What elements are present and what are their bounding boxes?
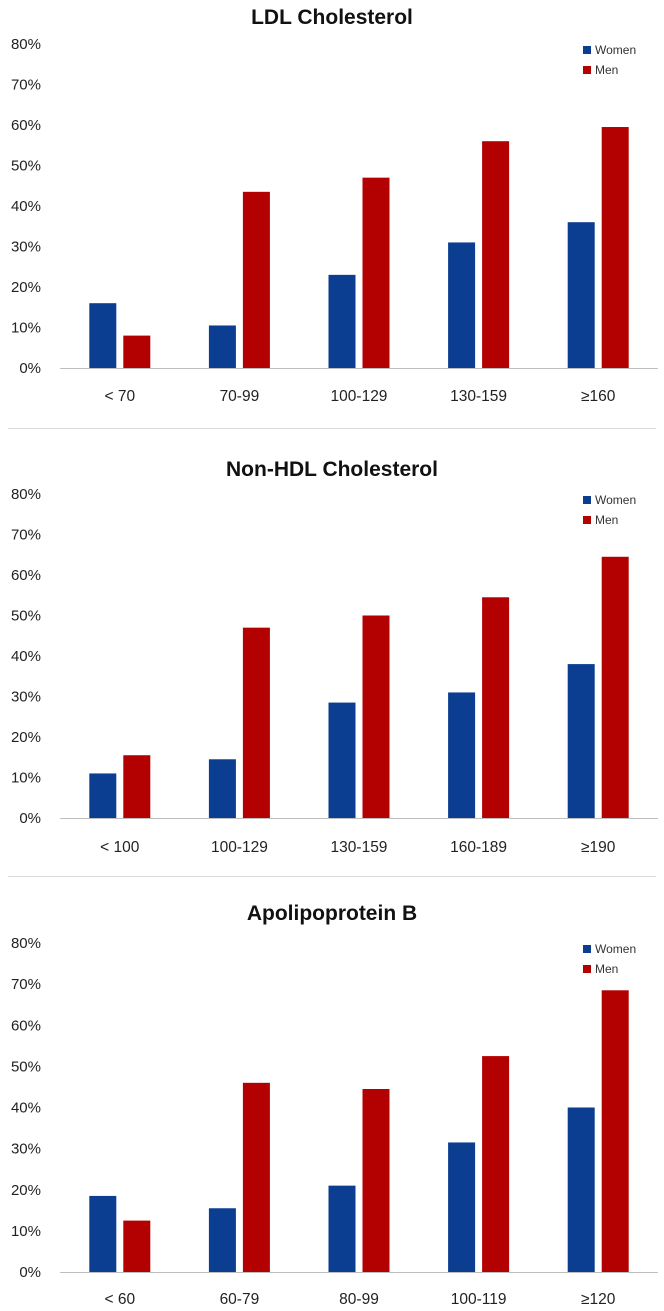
bar-men — [362, 177, 390, 368]
legend-label-men: Men — [595, 513, 618, 527]
bar-men — [123, 755, 151, 818]
panel-divider — [8, 428, 656, 429]
bar-men — [242, 627, 270, 818]
x-category-label: 100-119 — [451, 1291, 507, 1308]
bar-men — [482, 1056, 510, 1272]
bar-women — [89, 303, 117, 368]
x-category-label: < 100 — [100, 839, 140, 856]
chart-title: LDL Cholesterol — [251, 6, 413, 29]
y-tick-label: 40% — [11, 198, 41, 215]
legend-label-women: Women — [595, 942, 636, 956]
y-tick-label: 60% — [11, 117, 41, 134]
x-category-label: 70-99 — [220, 388, 260, 405]
y-tick-label: 30% — [11, 239, 41, 256]
chart-svg-ldl: LDL Cholesterol 0% 10% 20% 30% 40% 50% 60% 70% 80… — [11, 6, 658, 405]
y-tick-label: 60% — [11, 567, 41, 584]
y-tick-label: 30% — [11, 1141, 41, 1158]
y-tick-label: 40% — [11, 1100, 41, 1117]
bar-men — [482, 141, 510, 368]
y-tick-label: 60% — [11, 1017, 41, 1034]
bar-women — [208, 325, 236, 368]
bar-women — [567, 664, 595, 818]
y-tick-label: 50% — [11, 1058, 41, 1075]
bar-women — [208, 1208, 236, 1272]
legend-swatch-men — [583, 66, 591, 74]
y-tick-label: 20% — [11, 729, 41, 746]
bar-women — [448, 692, 476, 818]
bar-women — [208, 759, 236, 818]
y-tick-label: 0% — [19, 810, 41, 827]
y-tick-label: 80% — [11, 36, 41, 53]
bar-men — [601, 556, 629, 818]
chart-panel-non-hdl: Non-HDL Cholesterol 0% 10% 20% 30% 40% 50% 60% 7… — [0, 440, 664, 870]
chart-panel-ldl: LDL Cholesterol 0% 10% 20% 30% 40% 50% 60% 70% 80… — [0, 0, 664, 425]
x-category-label: < 70 — [104, 388, 135, 405]
y-tick-label: 0% — [19, 360, 41, 377]
bar-men — [362, 1088, 390, 1272]
chart-title: Apolipoprotein B — [247, 902, 417, 925]
x-category-label: 80-99 — [339, 1291, 379, 1308]
bar-women — [448, 1142, 476, 1272]
legend-swatch-men — [583, 516, 591, 524]
bar-men — [242, 1082, 270, 1272]
legend-label-men: Men — [595, 63, 618, 77]
y-tick-label: 50% — [11, 158, 41, 175]
y-tick-label: 0% — [19, 1264, 41, 1281]
y-tick-label: 30% — [11, 689, 41, 706]
x-category-label: < 60 — [104, 1291, 135, 1308]
y-tick-label: 50% — [11, 608, 41, 625]
bar-women — [89, 1195, 117, 1272]
x-category-label: 160-189 — [450, 839, 507, 856]
bar-men — [482, 597, 510, 818]
chart-panel-apob: Apolipoprotein B 0% 10% 20% 30% 40% 50% 60% 70% 8… — [0, 888, 664, 1311]
legend-swatch-women — [583, 496, 591, 504]
bar-women — [328, 274, 356, 368]
x-category-label: 60-79 — [220, 1291, 260, 1308]
bar-men — [123, 1220, 151, 1272]
bar-women — [89, 773, 117, 818]
x-category-label: 100-129 — [211, 839, 268, 856]
legend-swatch-men — [583, 965, 591, 973]
bar-women — [328, 702, 356, 818]
y-tick-label: 80% — [11, 935, 41, 952]
legend-swatch-women — [583, 46, 591, 54]
y-tick-label: 10% — [11, 770, 41, 787]
y-tick-label: 10% — [11, 320, 41, 337]
legend-swatch-women — [583, 945, 591, 953]
y-tick-label: 20% — [11, 1182, 41, 1199]
bar-men — [123, 335, 151, 368]
bar-men — [242, 191, 270, 368]
bar-women — [448, 242, 476, 368]
panel-divider — [8, 876, 656, 877]
x-category-label: 130-159 — [450, 388, 507, 405]
y-tick-label: 70% — [11, 527, 41, 544]
x-category-label: ≥190 — [581, 839, 616, 856]
y-tick-label: 70% — [11, 77, 41, 94]
x-category-label: ≥120 — [581, 1291, 616, 1308]
y-tick-label: 20% — [11, 279, 41, 296]
legend-label-men: Men — [595, 962, 618, 976]
y-tick-label: 70% — [11, 976, 41, 993]
bar-women — [328, 1185, 356, 1272]
y-tick-label: 10% — [11, 1223, 41, 1240]
bar-men — [601, 990, 629, 1272]
bar-women — [567, 222, 595, 368]
legend-label-women: Women — [595, 43, 636, 57]
bar-men — [362, 615, 390, 818]
x-category-label: 100-129 — [331, 388, 388, 405]
legend-label-women: Women — [595, 493, 636, 507]
bar-women — [567, 1107, 595, 1272]
x-category-label: ≥160 — [581, 388, 616, 405]
y-tick-label: 40% — [11, 648, 41, 665]
chart-svg-apob: Apolipoprotein B 0% 10% 20% 30% 40% 50% 60% 70% 8… — [11, 902, 658, 1308]
bar-men — [601, 127, 629, 369]
chart-svg-non-hdl: Non-HDL Cholesterol 0% 10% 20% 30% 40% 50% 60% 7… — [11, 458, 658, 856]
y-tick-label: 80% — [11, 486, 41, 503]
chart-title: Non-HDL Cholesterol — [226, 458, 438, 481]
x-category-label: 130-159 — [331, 839, 388, 856]
